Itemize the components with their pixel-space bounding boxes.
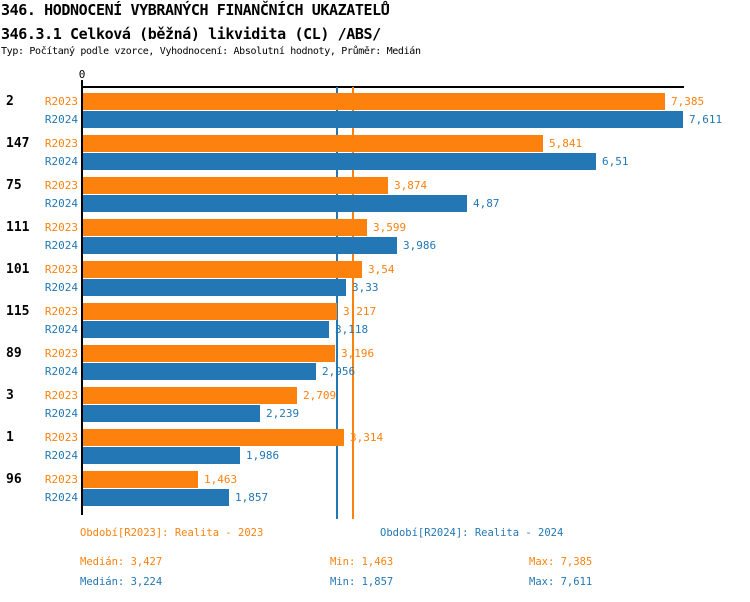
series-label-r2023: R2023 [44,221,78,234]
x-axis-top-line [81,86,684,88]
report-subtitle: 346.3.1 Celková (běžná) likvidita (CL) /… [1,25,381,43]
bar-value-label: 1,463 [204,473,238,486]
bar-r2023 [83,261,362,278]
series-label-r2023: R2023 [44,137,78,150]
series-label-r2024: R2024 [44,407,78,420]
series-label-r2023: R2023 [44,95,78,108]
bar-r2024 [83,237,397,254]
bar-r2023 [83,429,344,446]
bar-r2023 [83,303,337,320]
report-meta-line: Typ: Počítaný podle vzorce, Vyhodnocení:… [1,46,421,57]
period-label-r2023: Období[R2023]: Realita - 2023 [80,527,264,539]
series-label-r2023: R2023 [44,347,78,360]
stat-median-r2024: Medián: 3,224 [80,576,163,588]
bar-value-label: 3,217 [343,305,377,318]
stat-min-r2023: Min: 1,463 [330,556,394,568]
bar-r2024 [83,405,260,422]
bar-r2023 [83,345,335,362]
bar-value-label: 1,986 [246,449,280,462]
bar-value-label: 3,986 [403,239,437,252]
bar-r2024 [83,321,329,338]
bar-r2024 [83,195,467,212]
series-label-r2024: R2024 [44,197,78,210]
category-label: 111 [6,220,30,235]
category-label: 115 [6,304,30,319]
median-line-r2024 [336,87,338,519]
bar-r2024 [83,489,229,506]
category-label: 96 [6,472,22,487]
bar-value-label: 2,239 [266,407,300,420]
stat-max-r2023: Max: 7,385 [529,556,593,568]
bar-value-label: 2,709 [303,389,337,402]
period-label-r2024: Období[R2024]: Realita - 2024 [380,527,564,539]
bar-r2023 [83,471,198,488]
bar-value-label: 7,611 [689,113,723,126]
bar-r2023 [83,219,367,236]
bar-value-label: 2,956 [322,365,356,378]
series-label-r2024: R2024 [44,113,78,126]
category-label: 1 [6,430,14,445]
bar-r2023 [83,93,665,110]
category-label: 3 [6,388,14,403]
bar-value-label: 3,54 [368,263,395,276]
bar-r2023 [83,387,297,404]
report-title: 346. HODNOCENÍ VYBRANÝCH FINANČNÍCH UKAZ… [1,1,390,19]
series-label-r2024: R2024 [44,239,78,252]
series-label-r2024: R2024 [44,365,78,378]
series-label-r2024: R2024 [44,449,78,462]
bar-r2024 [83,153,596,170]
series-label-r2024: R2024 [44,281,78,294]
series-label-r2024: R2024 [44,155,78,168]
bar-r2024 [83,363,316,380]
category-label: 2 [6,94,14,109]
category-label: 147 [6,136,30,151]
series-label-r2023: R2023 [44,431,78,444]
x-axis-zero-tick-label: 0 [78,68,86,81]
series-label-r2023: R2023 [44,389,78,402]
bar-value-label: 3,599 [373,221,407,234]
series-label-r2023: R2023 [44,305,78,318]
category-label: 101 [6,262,30,277]
bar-r2024 [83,447,240,464]
category-label: 75 [6,178,22,193]
bar-value-label: 6,51 [602,155,629,168]
median-line-r2023 [352,87,354,519]
bar-r2024 [83,279,346,296]
bar-r2023 [83,177,388,194]
stat-median-r2023: Medián: 3,427 [80,556,163,568]
bar-r2023 [83,135,543,152]
stat-max-r2024: Max: 7,611 [529,576,593,588]
bar-value-label: 4,87 [473,197,500,210]
bar-value-label: 5,841 [549,137,583,150]
bar-value-label: 3,118 [335,323,369,336]
bar-value-label: 3,874 [394,179,428,192]
series-label-r2023: R2023 [44,263,78,276]
bar-value-label: 3,33 [352,281,379,294]
series-label-r2024: R2024 [44,491,78,504]
stat-min-r2024: Min: 1,857 [330,576,394,588]
series-label-r2023: R2023 [44,179,78,192]
bar-r2024 [83,111,683,128]
series-label-r2023: R2023 [44,473,78,486]
y-axis-line [81,80,83,515]
series-label-r2024: R2024 [44,323,78,336]
category-label: 89 [6,346,22,361]
bar-value-label: 7,385 [671,95,705,108]
bar-value-label: 1,857 [235,491,269,504]
bar-value-label: 3,196 [341,347,375,360]
bar-value-label: 3,314 [350,431,384,444]
